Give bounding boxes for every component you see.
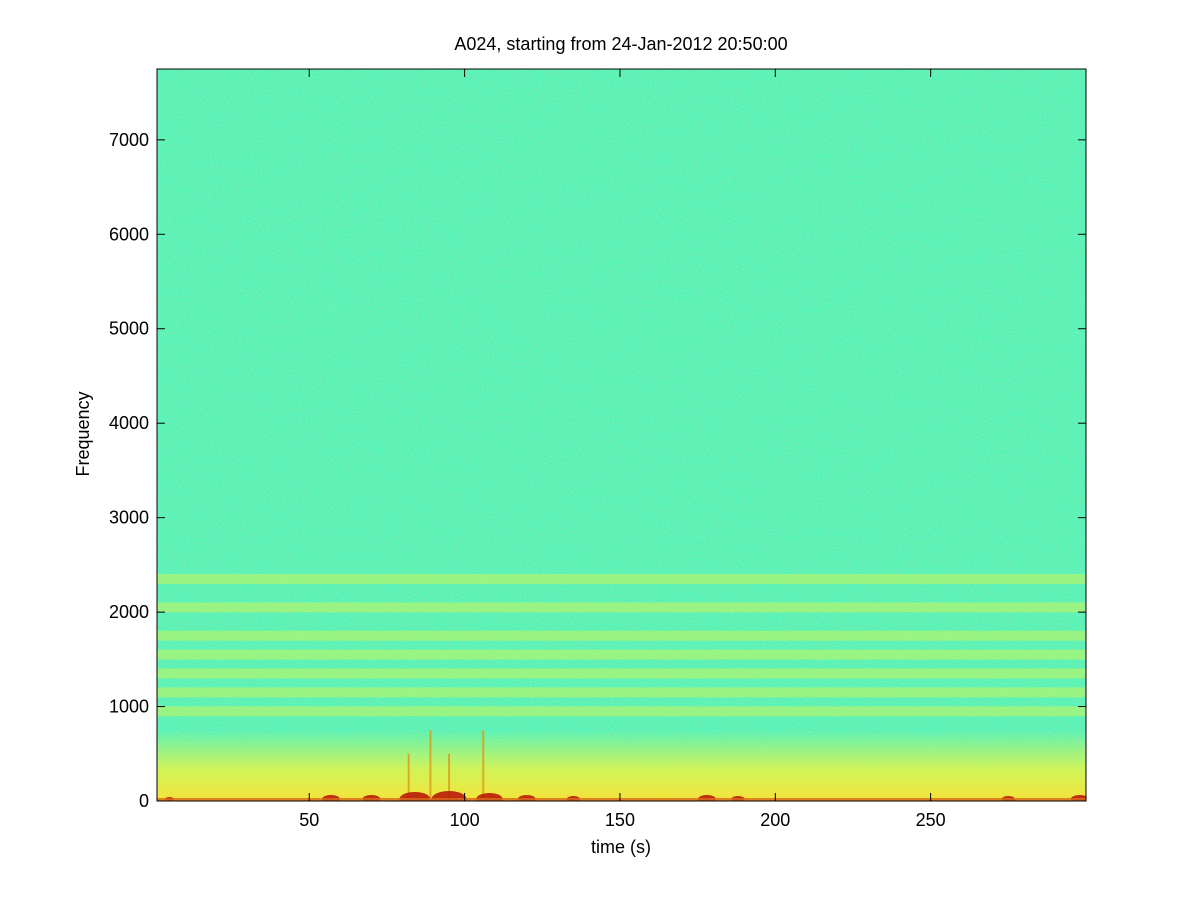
- x-axis-label: time (s): [591, 837, 651, 857]
- y-tick-label: 4000: [109, 413, 149, 433]
- x-tick-label: 200: [760, 810, 790, 830]
- y-tick-label: 5000: [109, 319, 149, 339]
- harmonic-band: [157, 630, 1086, 641]
- plot-frame: [156, 68, 1087, 802]
- y-tick-label: 7000: [109, 130, 149, 150]
- y-tick-label: 2000: [109, 602, 149, 622]
- x-tick-label: 150: [605, 810, 635, 830]
- chart-title: A024, starting from 24-Jan-2012 20:50:00: [454, 34, 787, 54]
- harmonic-band: [157, 687, 1086, 698]
- dc-component-line: [157, 798, 1086, 801]
- y-tick-label: 6000: [109, 224, 149, 244]
- spectrogram-plot-area: [157, 69, 1086, 801]
- y-tick-label: 1000: [109, 697, 149, 717]
- low-frequency-band: [157, 730, 1086, 801]
- harmonic-band: [157, 668, 1086, 679]
- y-tick-label: 3000: [109, 508, 149, 528]
- harmonic-band: [157, 706, 1086, 717]
- x-axis: 50 100 150 200 250: [299, 69, 946, 830]
- spectrogram-noise-cool: [157, 69, 1086, 801]
- y-axis-label: Frequency: [73, 391, 93, 476]
- transient-events: [157, 730, 1086, 801]
- x-tick-label: 100: [450, 810, 480, 830]
- y-axis: 0 1000 2000 3000 4000 5000 6000 7000: [109, 130, 1086, 811]
- harmonic-band: [157, 574, 1086, 585]
- harmonic-bands: [157, 574, 1086, 717]
- harmonic-band: [157, 602, 1086, 613]
- x-tick-label: 50: [299, 810, 319, 830]
- y-tick-label: 0: [139, 791, 149, 811]
- harmonic-band: [157, 649, 1086, 660]
- x-tick-label: 250: [916, 810, 946, 830]
